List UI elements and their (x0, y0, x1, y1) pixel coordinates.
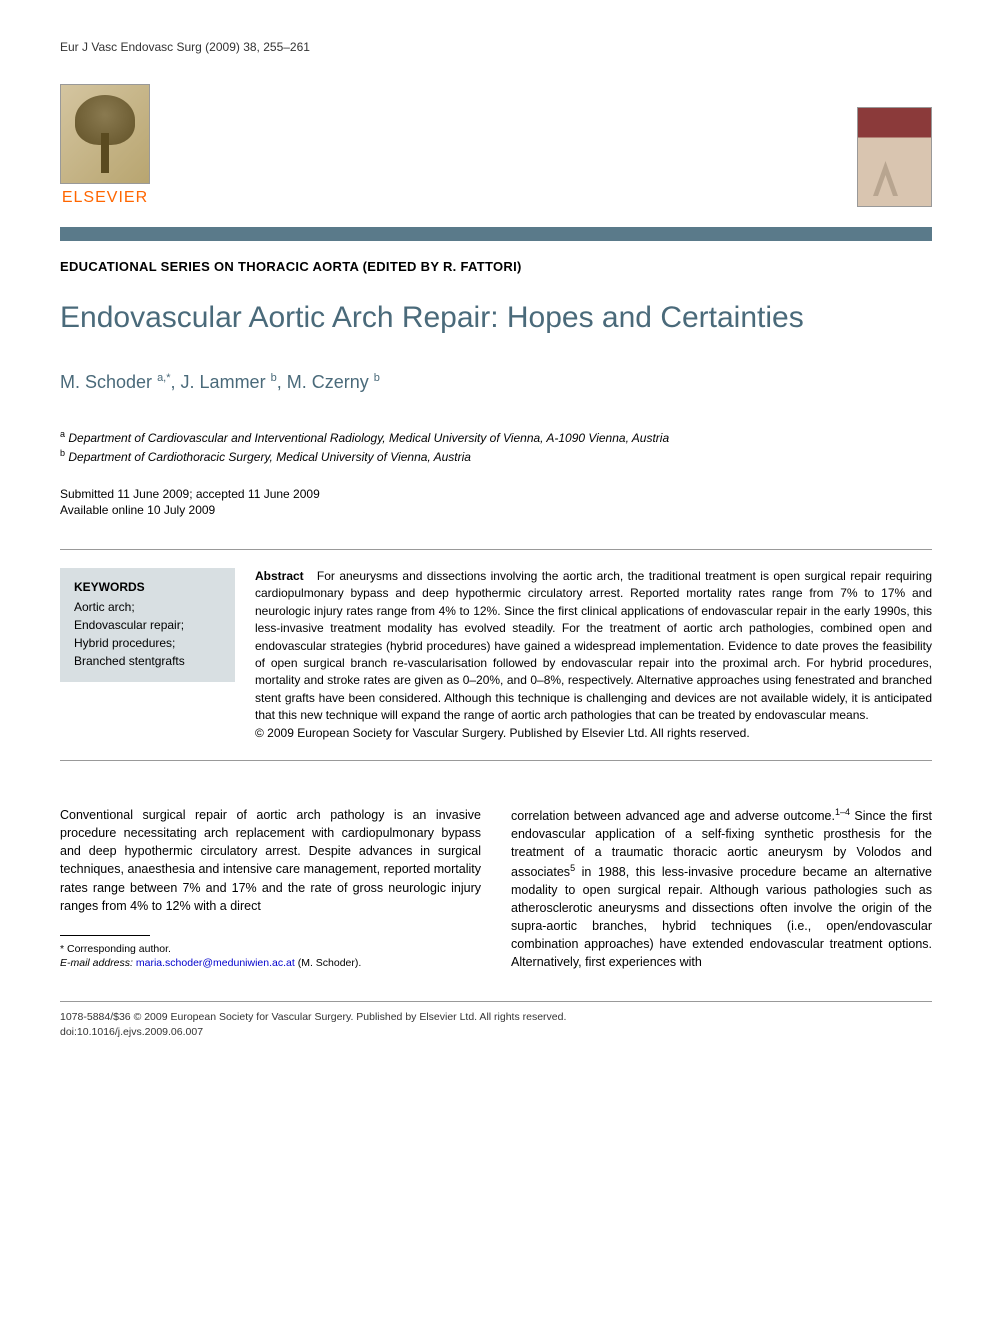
footnotes: * Corresponding author. E-mail address: … (60, 935, 481, 971)
elsevier-wordmark: ELSEVIER (62, 189, 148, 207)
email-line: E-mail address: maria.schoder@meduniwien… (60, 956, 481, 971)
author-3[interactable]: M. Czerny b (287, 372, 380, 392)
footer-copyright: 1078-5884/$36 © 2009 European Society fo… (60, 1010, 932, 1025)
body-column-right: correlation between advanced age and adv… (511, 806, 932, 971)
keyword-item: Aortic arch; (74, 598, 221, 616)
body-column-left: Conventional surgical repair of aortic a… (60, 806, 481, 971)
affiliations: a Department of Cardiovascular and Inter… (60, 428, 932, 466)
header-logos-row: ELSEVIER (60, 84, 932, 207)
abstract-label: Abstract (255, 569, 304, 583)
journal-reference: Eur J Vasc Endovasc Surg (2009) 38, 255–… (60, 40, 932, 54)
abstract-block: KEYWORDS Aortic arch; Endovascular repai… (60, 549, 932, 761)
author-2[interactable]: J. Lammer b (181, 372, 277, 392)
footer-doi: doi:10.1016/j.ejvs.2009.06.007 (60, 1025, 932, 1040)
elsevier-logo: ELSEVIER (60, 84, 150, 207)
keyword-item: Branched stentgrafts (74, 652, 221, 670)
article-title: Endovascular Aortic Arch Repair: Hopes a… (60, 299, 932, 337)
abstract-text: Abstract For aneurysms and dissections i… (255, 568, 932, 742)
abstract-body: For aneurysms and dissections involving … (255, 569, 932, 722)
author-1[interactable]: M. Schoder a,* (60, 372, 171, 392)
footnote-divider (60, 935, 150, 936)
corresponding-author-note: * Corresponding author. (60, 942, 481, 957)
keywords-box: KEYWORDS Aortic arch; Endovascular repai… (60, 568, 235, 682)
footer-divider (60, 1001, 932, 1002)
submitted-accepted-date: Submitted 11 June 2009; accepted 11 June… (60, 486, 932, 503)
series-title: EDUCATIONAL SERIES ON THORACIC AORTA (ED… (60, 259, 932, 274)
body-text-columns: Conventional surgical repair of aortic a… (60, 806, 932, 971)
affiliation-a: a Department of Cardiovascular and Inter… (60, 428, 932, 447)
elsevier-tree-icon (60, 84, 150, 184)
article-dates: Submitted 11 June 2009; accepted 11 June… (60, 486, 932, 520)
footer-info: 1078-5884/$36 © 2009 European Society fo… (60, 1010, 932, 1039)
header-divider-bar (60, 227, 932, 241)
affiliation-b: b Department of Cardiothoracic Surgery, … (60, 447, 932, 466)
author-list: M. Schoder a,*, J. Lammer b, M. Czerny b (60, 372, 932, 393)
keyword-item: Endovascular repair; (74, 616, 221, 634)
keyword-item: Hybrid procedures; (74, 634, 221, 652)
author-email-link[interactable]: maria.schoder@meduniwien.ac.at (136, 957, 295, 969)
available-online-date: Available online 10 July 2009 (60, 502, 932, 519)
citation-ref[interactable]: 1–4 (835, 807, 850, 817)
journal-cover-thumbnail (857, 107, 932, 207)
keywords-heading: KEYWORDS (74, 580, 221, 594)
keywords-list: Aortic arch; Endovascular repair; Hybrid… (74, 598, 221, 670)
abstract-copyright: © 2009 European Society for Vascular Sur… (255, 726, 750, 740)
